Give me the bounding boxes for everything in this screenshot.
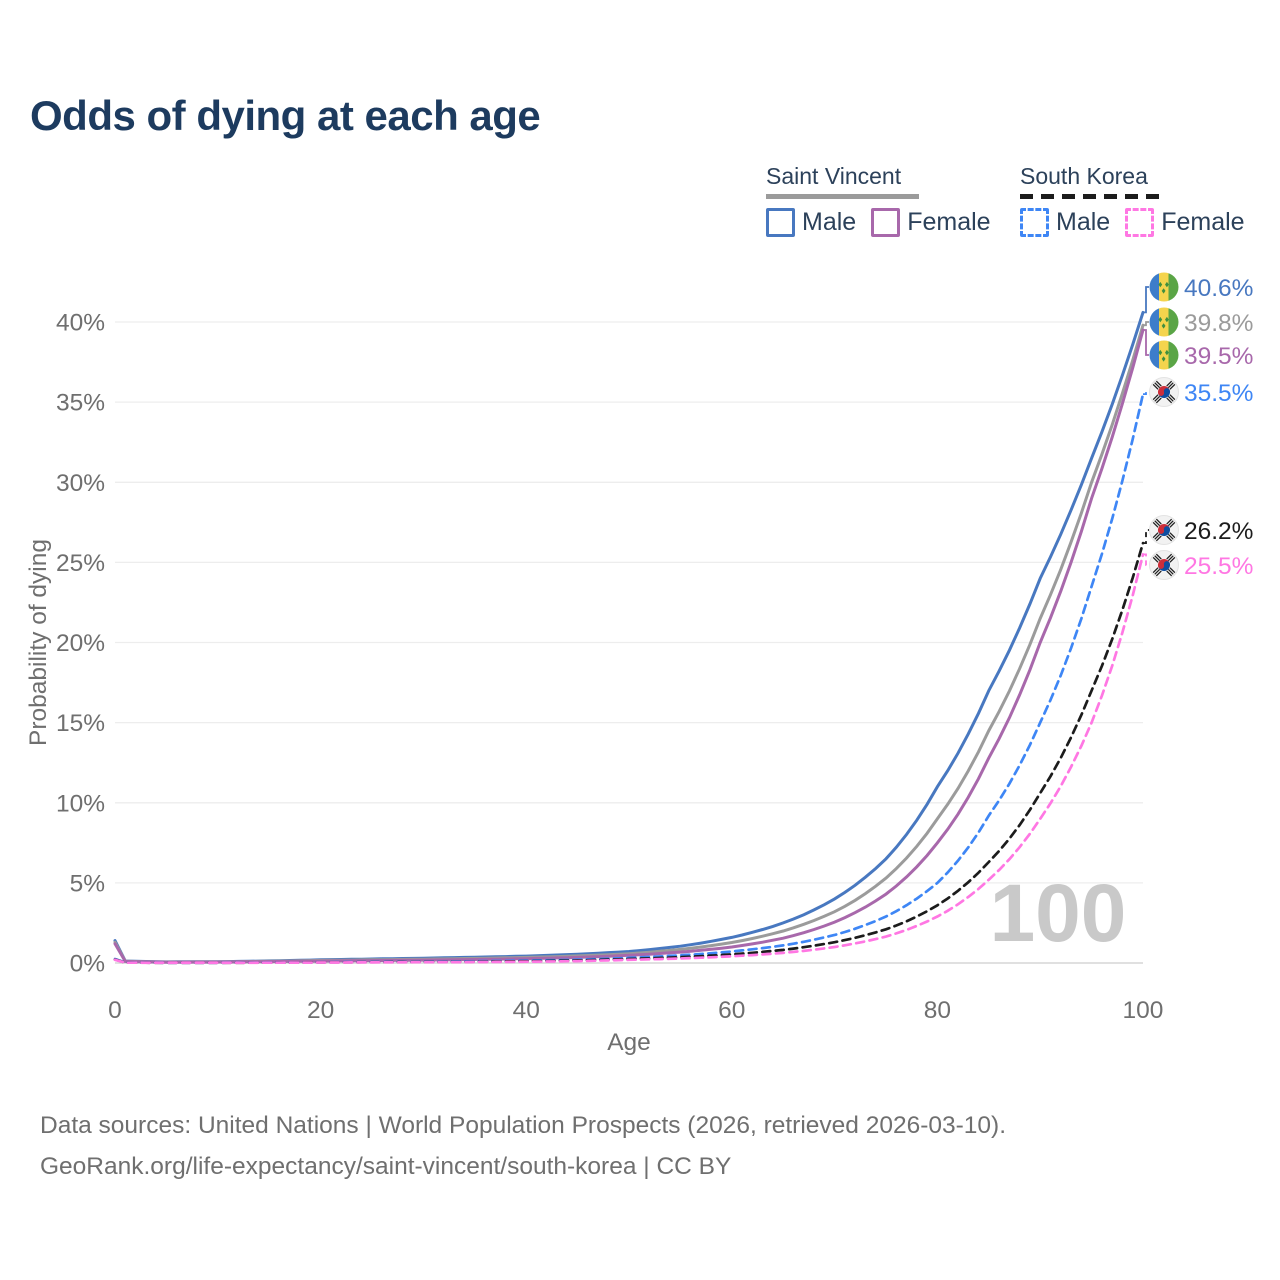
legend-swatch-saint-vincent-female <box>871 208 901 237</box>
source-url-text[interactable]: GeoRank.org/life-expectancy/saint-vincen… <box>40 1152 732 1180</box>
end-label-sv-female: 39.5% <box>1184 343 1253 370</box>
x-tick-label: 40 <box>513 997 540 1024</box>
series-line-sv-female[interactable] <box>113 328 1145 964</box>
legend-swatch-saint-vincent-male <box>766 208 795 237</box>
south-korea-flag-icon <box>1149 377 1179 407</box>
end-label-kr-all: 26.2% <box>1184 518 1253 545</box>
series-line-sv-male[interactable] <box>113 310 1145 964</box>
y-tick-label: 10% <box>56 790 105 817</box>
chart-footer: Data sources: United Nations | World Pop… <box>40 1106 1006 1187</box>
x-tick-label: 100 <box>1123 997 1164 1024</box>
x-tick-label: 20 <box>307 997 334 1024</box>
page-title: Odds of dying at each age <box>30 92 541 139</box>
legend-group-south-korea: South Korea Male Female <box>1020 163 1245 237</box>
x-tick-label: 60 <box>718 997 745 1024</box>
label-connector-sv-female <box>1143 329 1149 356</box>
label-connector-kr-all <box>1143 529 1149 544</box>
legend-group-title-saint-vincent: Saint Vincent <box>766 163 902 189</box>
label-connector-sv-all <box>1143 321 1149 327</box>
legend-item-south-korea-male[interactable]: Male <box>1020 208 1110 237</box>
label-connector-sv-male <box>1143 286 1149 314</box>
legend-item-label: Male <box>1056 208 1111 236</box>
legend-item-saint-vincent-female[interactable]: Female <box>871 208 991 237</box>
legend-swatch-south-korea-male <box>1020 208 1049 237</box>
legend-item-saint-vincent-male[interactable]: Male <box>766 208 856 237</box>
end-label-sv-male: 40.6% <box>1184 275 1253 302</box>
y-tick-label: 25% <box>56 550 105 577</box>
legend-item-label: Female <box>907 208 991 236</box>
y-tick-label: 5% <box>70 870 105 897</box>
y-tick-label: 20% <box>56 630 105 657</box>
legend-group-saint-vincent: Saint Vincent Male Female <box>766 163 991 237</box>
axis-title-y: Probability of dying <box>25 539 52 746</box>
x-tick-label: 0 <box>108 997 122 1024</box>
y-tick-label: 15% <box>56 710 105 737</box>
south-korea-flag-icon <box>1149 550 1179 580</box>
y-tick-label: 30% <box>56 470 105 497</box>
legend-item-label: Female <box>1161 208 1245 236</box>
end-label-kr-female: 25.5% <box>1184 553 1253 580</box>
label-connector-kr-male <box>1143 391 1149 395</box>
axis-title-x: Age <box>607 1029 651 1056</box>
series-line-sv-all[interactable] <box>113 323 1145 964</box>
y-tick-label: 35% <box>56 390 105 417</box>
saint-vincent-flag-icon <box>1149 272 1179 302</box>
saint-vincent-flag-icon <box>1149 340 1179 370</box>
legend-line-sample-south-korea <box>1020 194 1162 199</box>
label-connector-kr-female <box>1143 553 1149 566</box>
watermark-100: 100 <box>990 868 1127 959</box>
end-label-kr-male: 35.5% <box>1184 380 1253 407</box>
saint-vincent-flag-icon <box>1149 307 1179 337</box>
data-sources-text: Data sources: United Nations | World Pop… <box>40 1112 1007 1139</box>
end-label-sv-all: 39.8% <box>1184 310 1253 337</box>
y-tick-label: 40% <box>56 310 105 337</box>
legend-item-label: Male <box>802 208 857 236</box>
legend-item-south-korea-female[interactable]: Female <box>1125 208 1245 237</box>
south-korea-flag-icon <box>1149 515 1179 545</box>
legend-swatch-south-korea-female <box>1125 208 1155 237</box>
y-tick-label: 0% <box>70 951 105 978</box>
legend-line-sample-saint-vincent <box>766 194 919 199</box>
series-line-kr-female[interactable] <box>113 553 1145 965</box>
x-tick-label: 80 <box>924 997 951 1024</box>
legend-group-title-south-korea: South Korea <box>1020 163 1148 189</box>
